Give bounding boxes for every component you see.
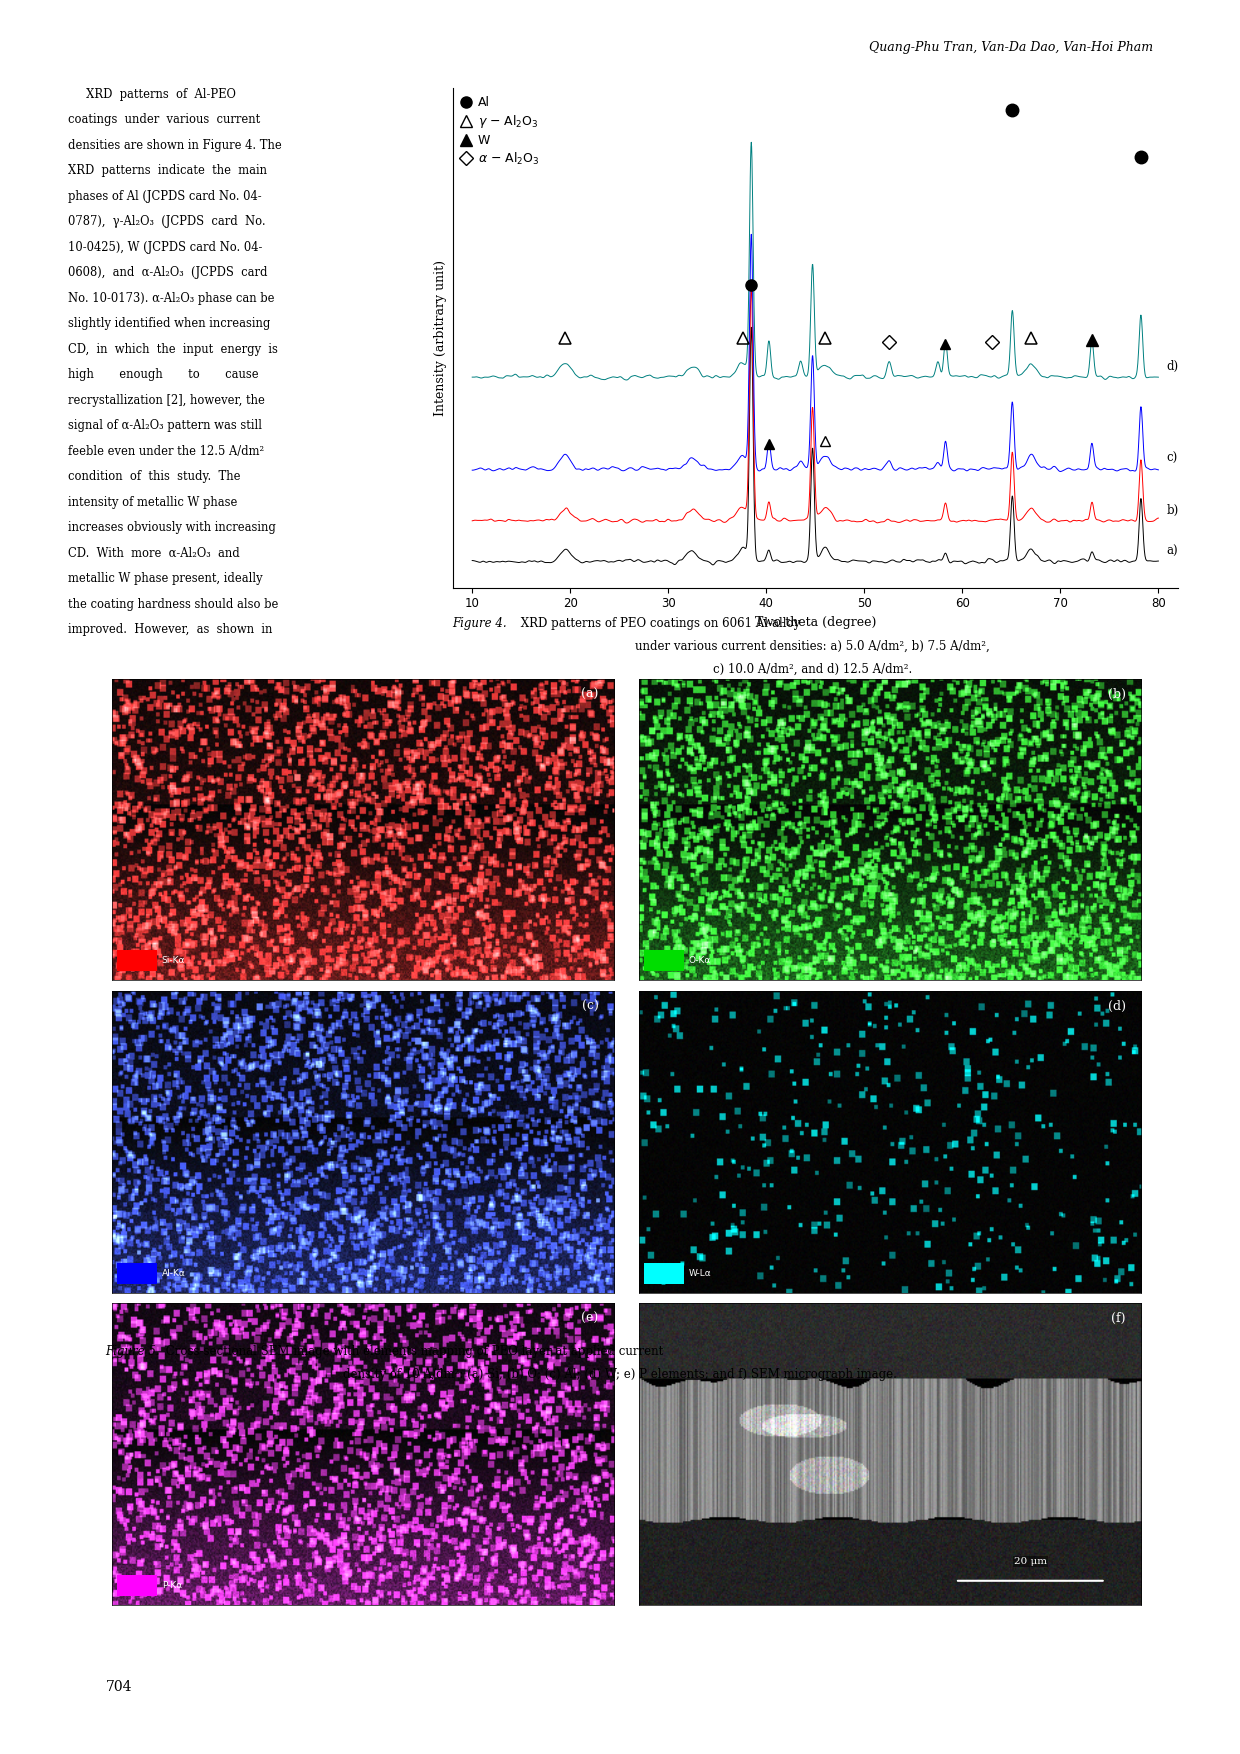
X-axis label: Two-theta (degree): Two-theta (degree)	[755, 616, 875, 630]
Text: CD.  With  more  α-Al₂O₃  and: CD. With more α-Al₂O₃ and	[68, 547, 241, 560]
Text: feeble even under the 12.5 A/dm²: feeble even under the 12.5 A/dm²	[68, 446, 264, 458]
Text: XRD  patterns  of  Al-PEO: XRD patterns of Al-PEO	[68, 88, 236, 100]
Bar	[644, 951, 683, 972]
Bar	[117, 951, 156, 972]
Text: c): c)	[1167, 453, 1178, 465]
Bar	[644, 1263, 683, 1284]
Text: 704: 704	[105, 1680, 131, 1694]
Text: phases of Al (JCPDS card No. 04-: phases of Al (JCPDS card No. 04-	[68, 189, 262, 203]
Text: recrystallization [2], however, the: recrystallization [2], however, the	[68, 395, 265, 407]
Text: O-Kα: O-Kα	[689, 956, 712, 965]
Text: slightly identified when increasing: slightly identified when increasing	[68, 317, 270, 330]
Text: CD,  in  which  the  input  energy  is: CD, in which the input energy is	[68, 342, 278, 356]
Y-axis label: Intensity (arbitrary unit): Intensity (arbitrary unit)	[434, 260, 448, 416]
Text: a): a)	[1167, 545, 1178, 558]
Text: (f): (f)	[1111, 1312, 1126, 1326]
Text: coatings  under  various  current: coatings under various current	[68, 114, 260, 126]
Text: Cross-sectional SEM image with elements mapping of PEO layer at applied current: Cross-sectional SEM image with elements …	[162, 1345, 663, 1358]
Text: W-Lα: W-Lα	[689, 1268, 712, 1277]
Text: c) 10.0 A/dm², and d) 12.5 A/dm².: c) 10.0 A/dm², and d) 12.5 A/dm².	[713, 663, 911, 675]
Text: (c): (c)	[582, 1000, 599, 1014]
Legend: Al, $\gamma$ $-$ Al$_2$O$_3$, W, $\alpha$ $-$ Al$_2$O$_3$: Al, $\gamma$ $-$ Al$_2$O$_3$, W, $\alpha…	[456, 91, 544, 172]
Text: XRD  patterns  indicate  the  main: XRD patterns indicate the main	[68, 165, 267, 177]
Text: Al-Kα: Al-Kα	[161, 1268, 186, 1277]
Text: (d): (d)	[1107, 1000, 1126, 1014]
Text: densities are shown in Figure 4. The: densities are shown in Figure 4. The	[68, 139, 281, 153]
Bar	[117, 1575, 156, 1596]
Text: density of 10 A/dm²: (a) Si; (b) O; (c) Al; (d) W; e) P elements; and f) SEM mic: density of 10 A/dm²: (a) Si; (b) O; (c) …	[343, 1368, 897, 1380]
Text: No. 10-0173). α-Al₂O₃ phase can be: No. 10-0173). α-Al₂O₃ phase can be	[68, 291, 275, 305]
Text: increases obviously with increasing: increases obviously with increasing	[68, 521, 277, 535]
Text: (e): (e)	[582, 1312, 599, 1326]
Text: (a): (a)	[582, 688, 599, 702]
Text: 0608),  and  α-Al₂O₃  (JCPDS  card: 0608), and α-Al₂O₃ (JCPDS card	[68, 267, 268, 279]
Text: b): b)	[1167, 503, 1178, 517]
Text: metallic W phase present, ideally: metallic W phase present, ideally	[68, 572, 263, 586]
Text: Figure 4.: Figure 4.	[453, 617, 507, 630]
Text: 10-0425), W (JCPDS card No. 04-: 10-0425), W (JCPDS card No. 04-	[68, 240, 263, 254]
Text: under various current densities: a) 5.0 A/dm², b) 7.5 A/dm²,: under various current densities: a) 5.0 …	[635, 640, 990, 652]
Text: intensity of metallic W phase: intensity of metallic W phase	[68, 496, 238, 509]
Text: XRD patterns of PEO coatings on 6061 Al-alloy: XRD patterns of PEO coatings on 6061 Al-…	[517, 617, 800, 630]
Text: (b): (b)	[1107, 688, 1126, 702]
Text: Quang-Phu Tran, Van-Da Dao, Van-Hoi Pham: Quang-Phu Tran, Van-Da Dao, Van-Hoi Pham	[869, 40, 1153, 54]
Text: the coating hardness should also be: the coating hardness should also be	[68, 598, 279, 610]
Text: d): d)	[1167, 360, 1178, 374]
Text: signal of α-Al₂O₃ pattern was still: signal of α-Al₂O₃ pattern was still	[68, 419, 262, 433]
Text: improved.  However,  as  shown  in: improved. However, as shown in	[68, 623, 273, 637]
Text: P-Kα: P-Kα	[161, 1580, 182, 1589]
Text: Figure 5.: Figure 5.	[105, 1345, 160, 1358]
Text: condition  of  this  study.  The: condition of this study. The	[68, 470, 241, 484]
Text: 20 μm: 20 μm	[1014, 1558, 1047, 1566]
Text: high       enough       to       cause: high enough to cause	[68, 368, 259, 381]
Text: Si-Kα: Si-Kα	[161, 956, 185, 965]
Text: 0787),  γ-Al₂O₃  (JCPDS  card  No.: 0787), γ-Al₂O₃ (JCPDS card No.	[68, 216, 265, 228]
Bar	[117, 1263, 156, 1284]
